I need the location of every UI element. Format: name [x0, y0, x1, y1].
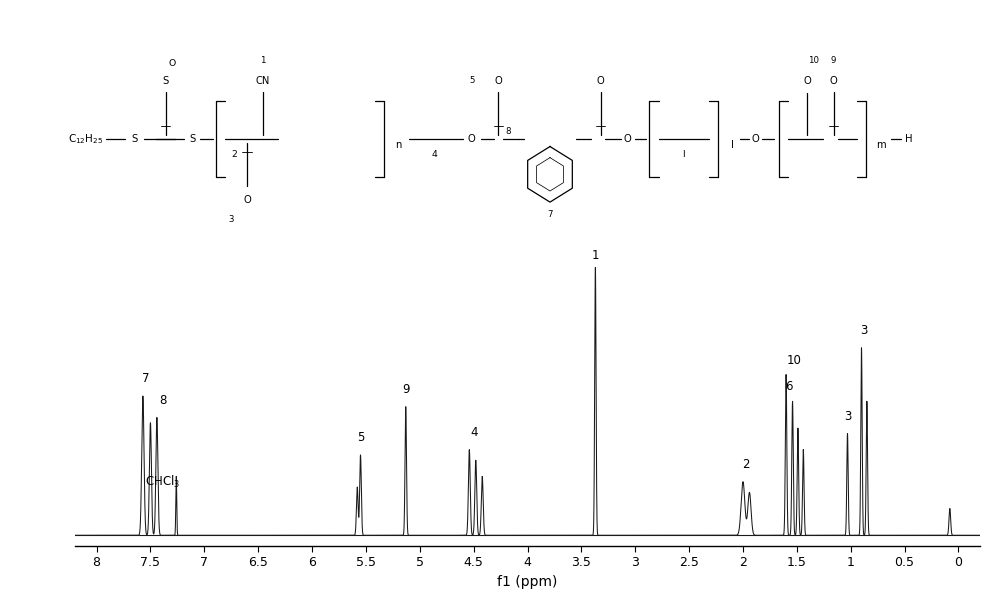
Text: 7: 7 [142, 372, 150, 385]
Text: 4: 4 [470, 426, 477, 439]
Text: 8: 8 [506, 127, 511, 136]
Text: 8: 8 [160, 394, 167, 407]
Text: 5: 5 [469, 76, 475, 85]
Text: 10: 10 [786, 353, 801, 367]
Text: CHCl$_3$: CHCl$_3$ [145, 473, 180, 490]
Text: 1: 1 [260, 56, 265, 65]
Text: O: O [243, 194, 251, 205]
Text: 9: 9 [831, 56, 836, 65]
Text: 4: 4 [431, 149, 437, 158]
Text: S: S [131, 134, 138, 144]
Text: m: m [876, 140, 885, 150]
Text: 6: 6 [786, 380, 793, 394]
Text: 2: 2 [742, 458, 750, 471]
Text: 3: 3 [860, 324, 867, 337]
Text: O: O [495, 76, 502, 86]
Text: $\mathrm{C_{12}H_{25}}$: $\mathrm{C_{12}H_{25}}$ [68, 132, 103, 146]
Text: O: O [597, 76, 605, 86]
Text: 3: 3 [228, 215, 234, 224]
Text: n: n [395, 140, 402, 150]
Text: S: S [189, 134, 195, 144]
Text: O: O [468, 134, 476, 144]
Text: 1: 1 [592, 249, 599, 262]
X-axis label: f1 (ppm): f1 (ppm) [497, 575, 558, 589]
Text: O: O [803, 76, 811, 86]
Text: l: l [731, 140, 733, 150]
Text: 7: 7 [547, 210, 553, 219]
Text: O: O [623, 134, 631, 144]
Text: l: l [682, 149, 685, 158]
Text: 3: 3 [844, 410, 851, 423]
Text: H: H [905, 134, 912, 144]
Text: 9: 9 [402, 383, 410, 396]
Text: 5: 5 [357, 431, 364, 444]
Text: O: O [168, 59, 176, 68]
Text: O: O [830, 76, 837, 86]
Text: O: O [752, 134, 759, 144]
Text: 10: 10 [808, 56, 819, 65]
Text: 2: 2 [231, 149, 237, 158]
Text: S: S [162, 76, 169, 86]
Text: CN: CN [255, 76, 270, 86]
